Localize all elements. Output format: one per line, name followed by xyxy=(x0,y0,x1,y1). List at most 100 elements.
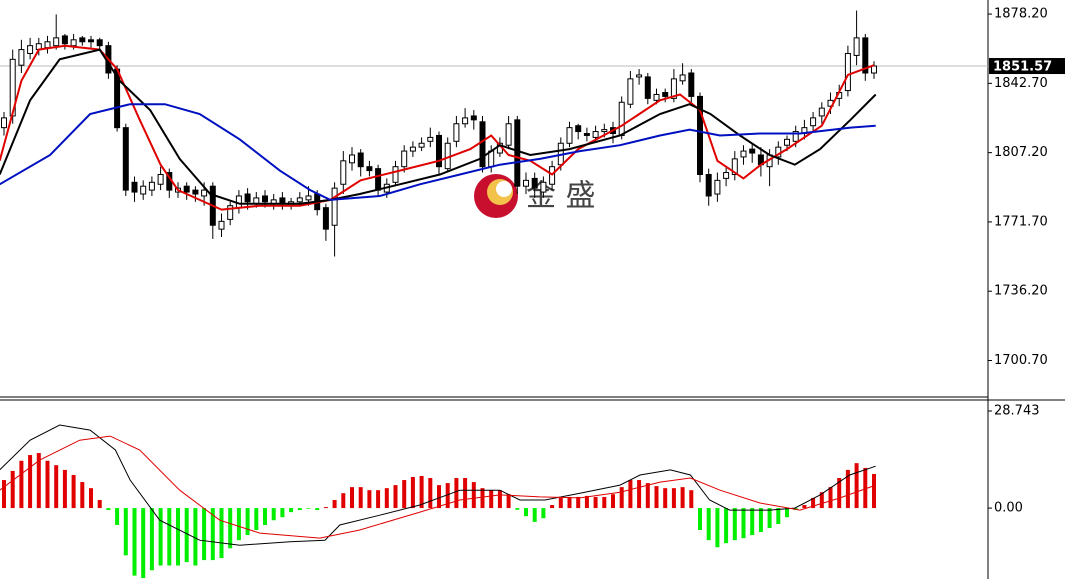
candle-body xyxy=(723,172,730,179)
candle-body xyxy=(340,160,347,185)
histogram-bar xyxy=(19,460,24,509)
last-price-label: 1851.57 xyxy=(993,60,1052,75)
candle-body xyxy=(583,133,590,136)
histogram-bar xyxy=(837,478,842,509)
candle-body xyxy=(131,181,138,193)
histogram-bar xyxy=(558,497,563,509)
candle-body xyxy=(18,49,25,66)
histogram-bar xyxy=(358,487,363,509)
y-tick-label: 0.00 xyxy=(994,501,1023,516)
histogram-bar xyxy=(97,499,102,509)
candle-body xyxy=(322,207,329,230)
candle-body xyxy=(731,158,738,175)
histogram-bar xyxy=(219,508,224,559)
y-tick-label: 1736.20 xyxy=(994,284,1048,299)
histogram-bar xyxy=(689,490,694,509)
last-price-box xyxy=(989,58,1065,75)
histogram-bar xyxy=(184,508,189,563)
y-tick-label: 1842.70 xyxy=(994,76,1048,91)
candle-body xyxy=(592,131,599,138)
histogram-bar xyxy=(367,490,372,509)
histogram-bar xyxy=(341,493,346,509)
candle-body xyxy=(96,39,103,47)
histogram-bar xyxy=(62,469,67,509)
histogram-bar xyxy=(802,505,807,509)
candle-body xyxy=(331,187,338,226)
candle-body xyxy=(70,39,77,47)
candle-body xyxy=(262,195,268,203)
histogram-bar xyxy=(732,508,737,541)
histogram-bar xyxy=(654,486,659,509)
histogram-bar xyxy=(724,508,729,544)
histogram-bar xyxy=(584,495,589,509)
logo-core xyxy=(496,181,512,197)
candle-body xyxy=(749,148,756,154)
y-tick-label: 28.743 xyxy=(994,404,1040,419)
candle-body xyxy=(462,117,469,125)
histogram-bar xyxy=(289,508,294,513)
candle-body xyxy=(148,181,155,191)
histogram-bar xyxy=(297,508,302,511)
line-series xyxy=(0,103,876,201)
histogram-bar xyxy=(80,482,85,509)
histogram-bar xyxy=(863,467,868,509)
candle-body xyxy=(235,195,242,209)
candle-body xyxy=(810,117,817,127)
histogram-bar xyxy=(637,480,642,509)
candle-body xyxy=(392,166,399,183)
histogram-bar xyxy=(445,483,450,509)
histogram-bar xyxy=(506,494,511,509)
y-tick-label: 1771.70 xyxy=(994,214,1048,229)
histogram-bar xyxy=(393,485,398,509)
histogram-bar xyxy=(541,508,546,519)
candle-body xyxy=(514,119,521,187)
candle-body xyxy=(644,76,651,99)
candle-body xyxy=(670,78,677,99)
histogram-bar xyxy=(376,490,381,509)
candle-body xyxy=(244,193,251,203)
candle-body xyxy=(818,107,825,117)
histogram-bar xyxy=(132,508,137,576)
histogram-bar xyxy=(36,453,41,509)
candle-body xyxy=(653,93,660,101)
candle-body xyxy=(627,78,634,105)
histogram-bar xyxy=(419,475,424,509)
candle-body xyxy=(540,181,547,193)
histogram-bar xyxy=(332,499,337,509)
candle-body xyxy=(201,189,208,197)
line-series xyxy=(0,424,876,546)
line-series xyxy=(0,48,877,205)
histogram-bar xyxy=(141,508,146,578)
histogram-bar xyxy=(437,485,441,509)
histogram-bar xyxy=(741,508,746,539)
candle-body xyxy=(705,173,712,197)
y-tick-label: 1878.20 xyxy=(994,7,1048,22)
candle-body xyxy=(79,37,86,43)
histogram-bar xyxy=(680,487,685,509)
histogram-bar xyxy=(811,497,816,509)
histogram-bar xyxy=(872,473,876,509)
candle-body xyxy=(436,134,442,168)
histogram-bar xyxy=(176,508,180,566)
histogram-bar xyxy=(854,463,859,509)
candle-body xyxy=(792,131,799,142)
histogram-bar xyxy=(193,508,198,566)
histogram-bar xyxy=(245,508,250,536)
histogram-bar xyxy=(323,507,328,509)
histogram-bar xyxy=(45,460,50,509)
histogram-bar xyxy=(428,478,433,509)
candle-body xyxy=(531,177,538,189)
candle-body xyxy=(375,168,382,191)
histogram-bar xyxy=(202,508,207,561)
histogram-bar xyxy=(576,496,581,509)
histogram-bar xyxy=(115,508,120,525)
candle-body xyxy=(349,154,355,164)
histogram-bar xyxy=(698,508,702,531)
histogram-bar xyxy=(28,455,33,509)
candle-body xyxy=(479,121,486,168)
histogram-bar xyxy=(489,490,494,509)
candle-body xyxy=(844,52,851,92)
candle-body xyxy=(618,101,625,136)
